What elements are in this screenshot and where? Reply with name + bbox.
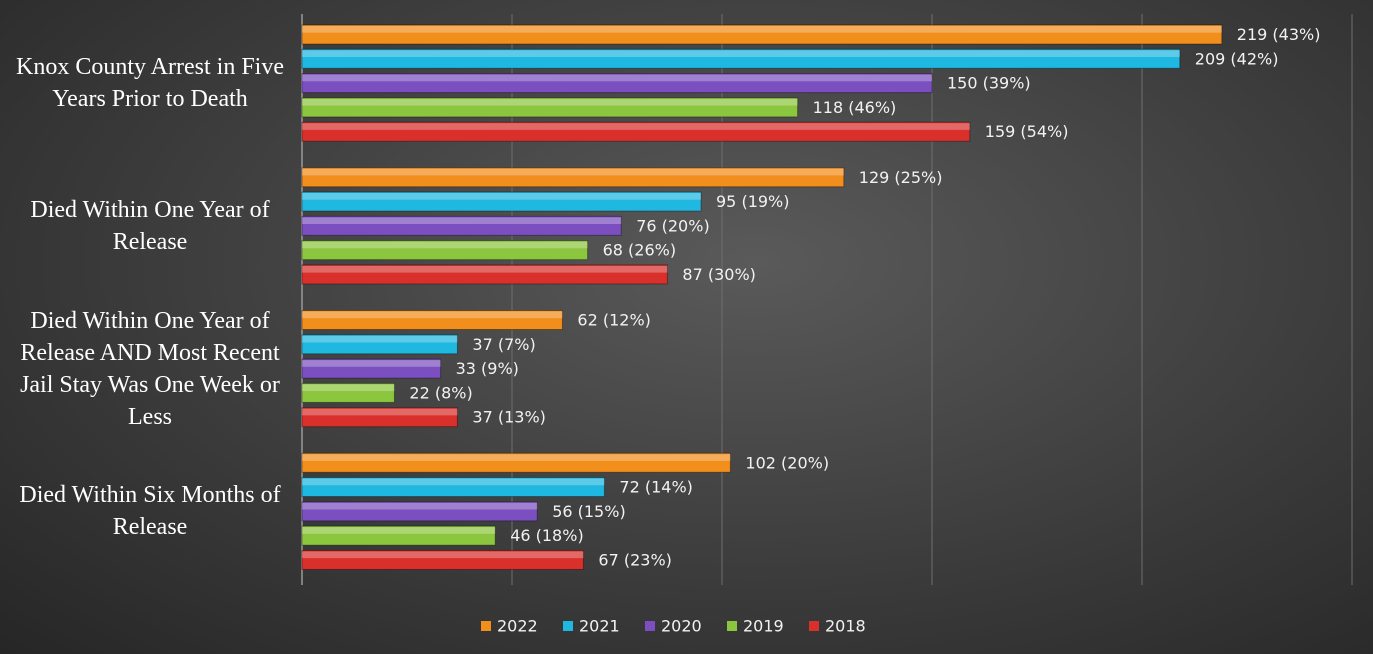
value-label: 150 (39%) xyxy=(947,74,1031,93)
bar xyxy=(301,191,702,212)
bar xyxy=(301,501,538,522)
bar xyxy=(301,48,1181,69)
value-label: 159 (54%) xyxy=(985,122,1069,141)
value-label: 62 (12%) xyxy=(577,311,651,330)
bar xyxy=(301,452,731,473)
bar xyxy=(301,97,799,118)
legend-swatch xyxy=(481,621,491,631)
value-label: 102 (20%) xyxy=(745,453,829,472)
bar xyxy=(301,477,605,498)
legend-label: 2019 xyxy=(743,617,784,636)
bar-shine xyxy=(302,551,584,559)
bar xyxy=(301,358,442,379)
bar-shine xyxy=(302,193,701,200)
value-label: 129 (25%) xyxy=(859,168,943,187)
bar-shine xyxy=(302,265,668,273)
bar-shine xyxy=(302,26,1222,33)
legend-label: 2018 xyxy=(825,617,866,636)
bar xyxy=(301,264,668,285)
bar-shine xyxy=(302,311,563,319)
value-label: 22 (8%) xyxy=(409,383,472,402)
value-label: 37 (13%) xyxy=(472,408,546,427)
bar-shine xyxy=(302,335,458,343)
value-label: 67 (23%) xyxy=(598,550,672,569)
bar-shine xyxy=(302,502,538,510)
bar-shine xyxy=(302,241,588,249)
value-label: 118 (46%) xyxy=(813,98,897,117)
bar xyxy=(301,525,496,546)
value-label: 68 (26%) xyxy=(603,241,677,260)
value-label: 72 (14%) xyxy=(619,478,693,497)
bar xyxy=(301,549,584,570)
legend-swatch xyxy=(809,621,819,631)
bar xyxy=(301,310,563,330)
value-label: 33 (9%) xyxy=(456,359,519,378)
category-label: Died Within One Year of Release AND Most… xyxy=(20,307,280,430)
legend-swatch xyxy=(645,621,655,631)
bar-shine xyxy=(302,74,932,82)
bar xyxy=(301,73,933,94)
bar-shine xyxy=(302,168,844,176)
legend-label: 2021 xyxy=(579,617,620,636)
bar-shine xyxy=(302,123,970,130)
bar xyxy=(301,240,589,261)
bar xyxy=(301,334,458,355)
value-label: 56 (15%) xyxy=(552,502,626,521)
value-label: 95 (19%) xyxy=(716,192,790,211)
value-label: 37 (7%) xyxy=(472,335,535,354)
value-label: 219 (43%) xyxy=(1237,25,1321,44)
legend-swatch xyxy=(563,621,573,631)
bar-shine xyxy=(302,454,731,461)
bar-shine xyxy=(302,408,458,416)
bar xyxy=(301,121,971,142)
bar-shine xyxy=(302,384,395,392)
value-label: 209 (42%) xyxy=(1195,49,1279,68)
bar xyxy=(301,407,458,428)
value-label: 76 (20%) xyxy=(636,216,710,235)
legend-label: 2020 xyxy=(661,617,702,636)
bar-shine xyxy=(302,50,1180,57)
bar-shine xyxy=(302,98,798,106)
legend-swatch xyxy=(727,621,737,631)
bar-shine xyxy=(302,478,605,486)
bar xyxy=(301,382,395,403)
bar-shine xyxy=(302,527,496,534)
bar-shine xyxy=(302,217,622,224)
value-label: 46 (18%) xyxy=(510,526,584,545)
bar xyxy=(301,215,622,236)
category-label: Died Within One Year of Release xyxy=(30,196,270,255)
bar xyxy=(301,167,845,188)
category-label: Died Within Six Months of Release xyxy=(19,482,281,541)
category-label: Knox County Arrest in Five Years Prior t… xyxy=(16,54,284,113)
bar xyxy=(301,24,1223,45)
legend-label: 2022 xyxy=(497,617,538,636)
value-label: 87 (30%) xyxy=(682,265,756,284)
bar-shine xyxy=(302,360,441,367)
